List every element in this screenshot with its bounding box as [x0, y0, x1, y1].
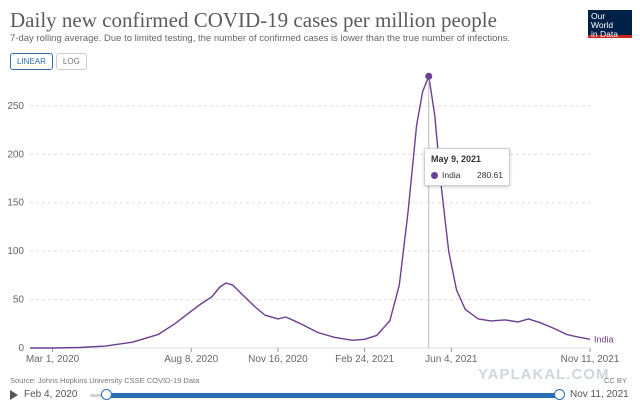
x-tick-label: Mar 1, 2020: [26, 354, 80, 365]
scale-toggle: LINEAR LOG: [10, 53, 87, 70]
tooltip-value: 280.61: [477, 170, 503, 180]
linear-toggle-button[interactable]: LINEAR: [10, 53, 53, 70]
play-icon[interactable]: [10, 390, 18, 400]
timeline-end-date: Nov 11, 2021: [570, 389, 629, 400]
logo-line-2: in Data: [591, 29, 618, 39]
owid-logo[interactable]: Our World in Data: [588, 10, 632, 39]
timeline-range-fill: [107, 393, 559, 398]
hover-point: [425, 72, 433, 80]
x-tick-label: Nov 11, 2021: [561, 354, 620, 365]
y-tick-label: 50: [13, 295, 25, 306]
timeline-start-handle[interactable]: [101, 389, 112, 400]
y-tick-label: 250: [7, 101, 24, 112]
tooltip-series-dot: [431, 171, 438, 179]
tooltip-date: May 9, 2021: [431, 154, 482, 164]
timeline-start-date: Feb 4, 2020: [24, 389, 78, 400]
x-tick-label: Aug 8, 2020: [164, 354, 218, 365]
y-tick-label: 200: [7, 149, 24, 160]
tooltip-series-name: India: [442, 170, 461, 180]
y-tick-label: 0: [18, 343, 24, 354]
chart-subtitle: 7-day rolling average. Due to limited te…: [10, 33, 511, 44]
log-toggle-button[interactable]: LOG: [55, 53, 87, 70]
license-link[interactable]: CC BY: [604, 376, 627, 385]
y-tick-label: 100: [7, 246, 24, 257]
tooltip-row: India 280.61: [431, 170, 503, 180]
chart-title: Daily new confirmed COVID-19 cases per m…: [10, 8, 497, 32]
logo-line-1: Our World: [591, 11, 614, 30]
x-tick-label: Nov 16, 2020: [248, 354, 308, 365]
timeline-end-handle[interactable]: [554, 389, 565, 400]
series-end-label: India: [594, 334, 614, 344]
watermark: YAPLAKAL.COM: [478, 366, 610, 383]
series-line-india: [30, 75, 591, 349]
y-tick-label: 150: [7, 198, 24, 209]
source-note[interactable]: Source: Johns Hopkins University CSSE CO…: [10, 376, 200, 385]
x-tick-label: Feb 24, 2021: [335, 354, 394, 365]
data-tooltip: May 9, 2021 India 280.61: [424, 148, 510, 186]
timeline-slider: Feb 4, 2020 Nov 11, 2021: [0, 386, 640, 405]
x-tick-label: Jun 4, 2021: [425, 354, 478, 365]
line-chart: 0 50 100 150 200 250 Mar 1, 2020 Aug 8, 2020 Nov…: [7, 72, 620, 365]
